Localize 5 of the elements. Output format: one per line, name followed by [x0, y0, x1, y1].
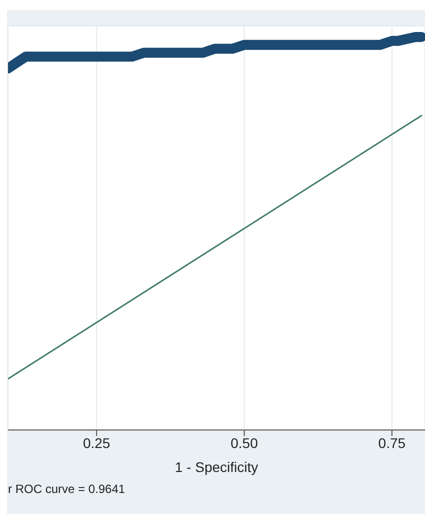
x-tick-label: 0.50 — [230, 434, 258, 451]
text: r ROC curve = 0.9641 — [8, 482, 126, 496]
x-tick-label: 0.75 — [378, 434, 406, 451]
x-tick-label: 0.25 — [82, 434, 110, 451]
x-axis-title: 1 - Specificity — [174, 459, 258, 475]
